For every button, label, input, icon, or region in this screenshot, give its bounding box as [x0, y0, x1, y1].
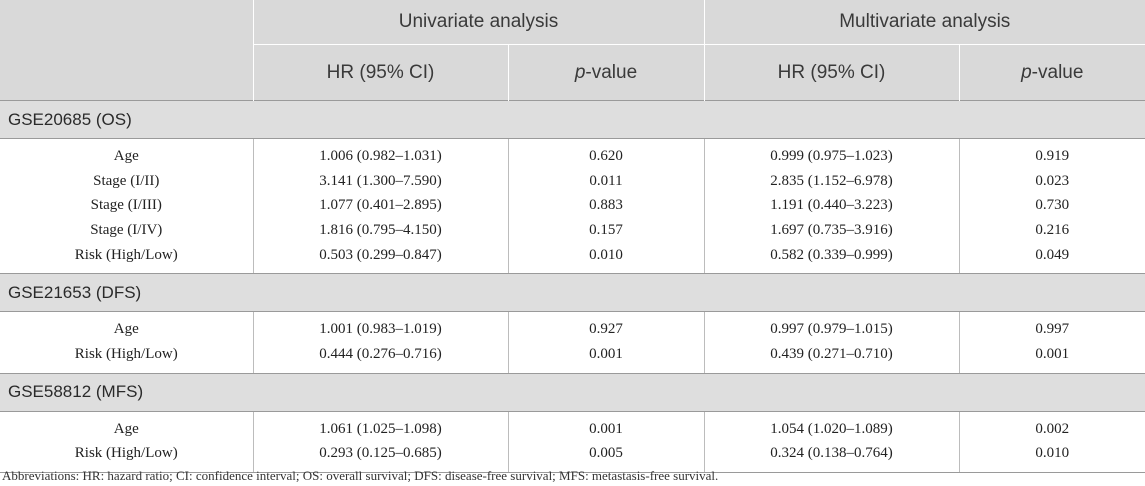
- table-row: Age 1.061 (1.025–1.098) 0.001 1.054 (1.020–…: [0, 411, 1145, 442]
- cell-uni-hr: 1.006 (0.982–1.031): [252, 138, 508, 169]
- section-title: GSE20685 (OS): [0, 100, 1145, 139]
- cell-multi-hr: 0.439 (0.271–0.710): [703, 342, 959, 374]
- cox-regression-table: Univariate analysis Multivariate analysi…: [0, 0, 1145, 474]
- cell-uni-hr: 1.816 (0.795–4.150): [252, 218, 508, 243]
- cell-multi-p: 0.730: [958, 193, 1145, 219]
- p-italic: p: [1021, 61, 1032, 83]
- cell-multi-p: 0.010: [958, 441, 1145, 474]
- table-row: Age 1.001 (0.983–1.019) 0.927 0.997 (0.979–…: [0, 311, 1145, 343]
- cell-multi-hr: 1.697 (0.735–3.916): [703, 218, 959, 243]
- section-header-row: GSE21653 (DFS): [0, 273, 1145, 313]
- cell-multi-hr: 0.997 (0.979–1.015): [703, 311, 959, 343]
- cell-multi-p: 0.919: [958, 138, 1145, 169]
- cell-multi-hr: 2.835 (1.152–6.978): [703, 168, 959, 194]
- cell-multi-p: 0.049: [958, 242, 1145, 275]
- cell-multi-hr: 1.054 (1.020–1.089): [703, 411, 959, 442]
- section-header-row: GSE58812 (MFS): [0, 372, 1145, 412]
- cell-multi-hr: 0.582 (0.339–0.999): [703, 242, 959, 275]
- header-multi-p: p-value: [958, 44, 1145, 101]
- cell-uni-p: 0.620: [507, 138, 704, 169]
- row-variable: Age: [113, 147, 139, 164]
- header-uni-hr: HR (95% CI): [252, 44, 508, 101]
- cell-uni-hr: 1.061 (1.025–1.098): [252, 411, 508, 442]
- cell-uni-p: 0.005: [507, 441, 704, 474]
- cell-uni-hr: 0.503 (0.299–0.847): [252, 242, 508, 275]
- p-suffix: -value: [585, 61, 638, 83]
- cell-uni-hr: 3.141 (1.300–7.590): [252, 168, 508, 194]
- row-variable: Risk (High/Low): [0, 342, 253, 374]
- table-row: Stage (I/III) 1.077 (0.401–2.895) 0.883 1.1…: [0, 193, 1145, 219]
- row-variable: Age: [113, 321, 139, 338]
- cell-multi-hr: 0.999 (0.975–1.023): [703, 138, 959, 169]
- row-variable: Stage (I/II): [93, 172, 160, 189]
- section-title: GSE58812 (MFS): [0, 372, 1145, 412]
- table-row: Risk (High/Low) 0.444 (0.276–0.716) 0.001 0…: [0, 342, 1145, 374]
- cell-multi-p: 0.001: [958, 342, 1145, 374]
- cell-uni-p: 0.157: [507, 218, 704, 243]
- row-variable: Age: [113, 420, 139, 437]
- cell-uni-hr: 1.001 (0.983–1.019): [252, 311, 508, 343]
- cell-uni-p: 0.927: [507, 311, 704, 343]
- header-variable-cell: [0, 44, 253, 101]
- table-body: GSE20685 (OS) Age 1.006 (0.982–1.031) 0.620…: [0, 100, 1145, 474]
- header-uni-p: p-value: [507, 44, 704, 101]
- header-corner-cell: [0, 0, 253, 45]
- cell-uni-p: 0.010: [507, 242, 704, 275]
- table-row: Age 1.006 (0.982–1.031) 0.620 0.999 (0.975–…: [0, 138, 1145, 169]
- row-variable: Stage (I/III): [90, 197, 162, 214]
- table-row: Stage (I/II) 3.141 (1.300–7.590) 0.011 2.83…: [0, 168, 1145, 194]
- cell-multi-p: 0.023: [958, 168, 1145, 194]
- table-row: Risk (High/Low) 0.293 (0.125–0.685) 0.005 0…: [0, 441, 1145, 474]
- header-multi-hr: HR (95% CI): [703, 44, 959, 101]
- cell-uni-p: 0.011: [507, 168, 704, 194]
- cell-multi-p: 0.216: [958, 218, 1145, 243]
- header-column-row: HR (95% CI) p-value HR (95% CI) p-value: [0, 44, 1145, 101]
- cell-multi-hr: 0.324 (0.138–0.764): [703, 441, 959, 474]
- cell-uni-p: 0.001: [507, 342, 704, 374]
- p-suffix: -value: [1031, 61, 1084, 83]
- cell-uni-hr: 0.444 (0.276–0.716): [252, 342, 508, 374]
- cell-multi-hr: 1.191 (0.440–3.223): [703, 193, 959, 219]
- row-variable: Risk (High/Low): [0, 242, 253, 275]
- p-italic: p: [574, 61, 586, 83]
- cell-multi-p: 0.002: [958, 411, 1145, 442]
- cell-uni-p: 0.883: [507, 193, 704, 219]
- section-title: GSE21653 (DFS): [0, 273, 1145, 313]
- table-row: Stage (I/IV) 1.816 (0.795–4.150) 0.157 1.69…: [0, 218, 1145, 243]
- cell-uni-p: 0.001: [507, 411, 704, 442]
- footnote: Abbreviations: HR: hazard ratio; CI: con…: [2, 468, 719, 483]
- header-multivariate: Multivariate analysis: [703, 0, 1145, 45]
- header-group-row: Univariate analysis Multivariate analysi…: [0, 0, 1145, 45]
- table-row: Risk (High/Low) 0.503 (0.299–0.847) 0.010 0…: [0, 242, 1145, 275]
- row-variable: Stage (I/IV): [90, 221, 163, 238]
- cell-uni-hr: 0.293 (0.125–0.685): [252, 441, 508, 474]
- section-header-row: GSE20685 (OS): [0, 100, 1145, 139]
- header-univariate: Univariate analysis: [252, 0, 704, 45]
- cell-multi-p: 0.997: [958, 311, 1145, 343]
- cell-uni-hr: 1.077 (0.401–2.895): [252, 193, 508, 219]
- row-variable: Risk (High/Low): [0, 441, 253, 474]
